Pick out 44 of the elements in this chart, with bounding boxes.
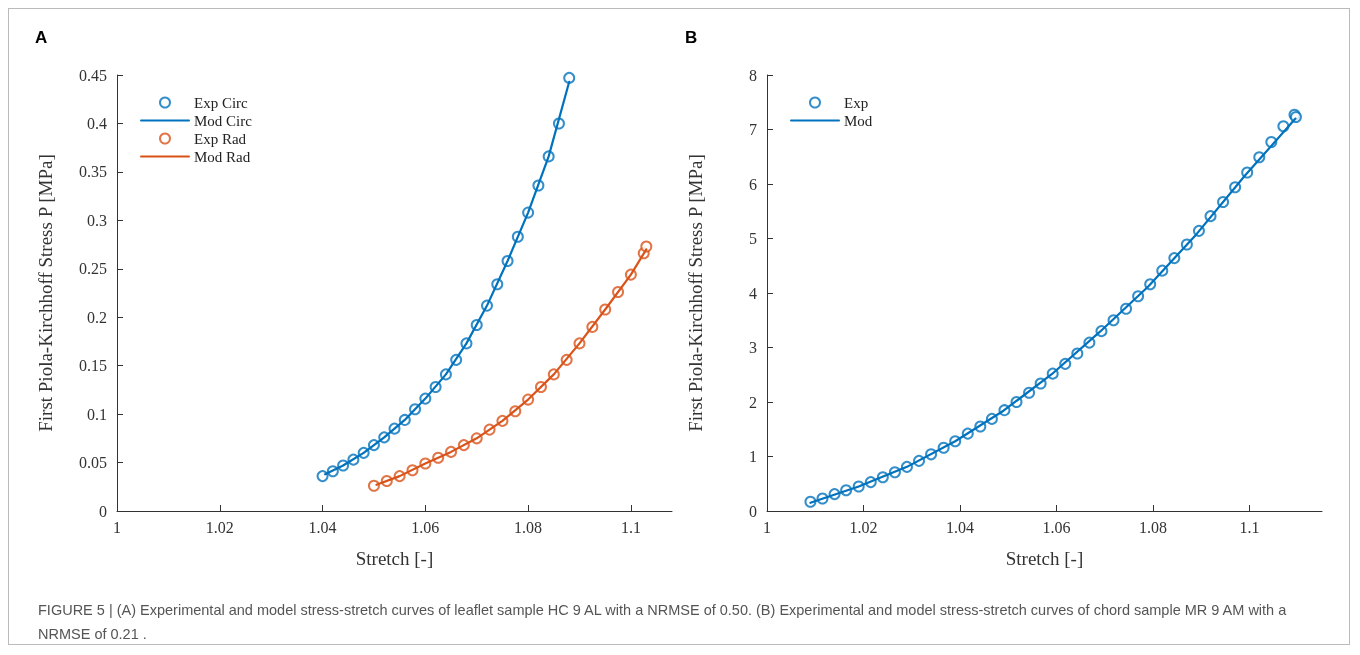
y-tick-label: 0.4 <box>87 114 107 132</box>
x-tick-label: 1 <box>763 518 771 536</box>
x-tick-label: 1.02 <box>849 518 878 536</box>
legend-label: Mod Rad <box>194 148 251 165</box>
x-tick-label: 1.04 <box>946 518 975 536</box>
legend-label: Exp Rad <box>194 130 247 147</box>
x-tick-label: 1.02 <box>205 518 234 536</box>
y-tick-label: 0.05 <box>79 454 107 472</box>
y-tick-label: 8 <box>749 66 757 84</box>
x-tick-label: 1.08 <box>1139 518 1168 536</box>
x-axis-title: Stretch [-] <box>1005 548 1084 569</box>
y-tick-label: 0 <box>749 502 757 520</box>
legend-label: Exp Circ <box>194 94 249 111</box>
y-axis-title: First Piola-Kirchhoff Stress P [MPa] <box>35 154 56 432</box>
y-tick-label: 3 <box>749 339 757 356</box>
y-tick-label: 0.45 <box>79 66 107 84</box>
y-tick-label: 0.35 <box>79 163 107 181</box>
chart-title: B <box>685 28 698 47</box>
legend-label: Mod Circ <box>194 112 253 129</box>
y-tick-label: 6 <box>749 175 757 193</box>
y-tick-label: 0.1 <box>87 405 107 423</box>
x-tick-label: 1.04 <box>308 518 337 536</box>
y-axis-title: First Piola-Kirchhoff Stress P [MPa] <box>685 154 706 432</box>
x-tick-label: 1.08 <box>514 518 543 536</box>
x-tick-label: 1.06 <box>1042 518 1071 536</box>
y-tick-label: 2 <box>749 393 757 411</box>
y-tick-label: 5 <box>749 230 757 247</box>
x-tick-label: 1 <box>113 518 121 536</box>
y-tick-label: 0.15 <box>79 357 107 375</box>
x-tick-label: 1.1 <box>1239 518 1260 536</box>
y-tick-label: 0.3 <box>87 211 107 229</box>
x-tick-label: 1.1 <box>620 518 641 536</box>
chart-title: A <box>35 28 48 47</box>
y-tick-label: 0.2 <box>87 308 107 326</box>
y-tick-label: 7 <box>749 121 757 138</box>
legend-label: Mod <box>844 112 873 129</box>
y-tick-label: 0.25 <box>79 260 107 278</box>
y-tick-label: 0 <box>99 502 107 520</box>
caption: FIGURE 5 | (A) Experimental and model stress-stretch curves of leaflet sample HC 9 AL with a NRMSE of 0.50. (B) Experimental and model stress-stretch curves of chord sample MR 9 AM with a NRMSE of 0.21 . <box>38 601 1288 644</box>
x-tick-label: 1.06 <box>411 518 440 536</box>
x-axis-title: Stretch [-] <box>355 548 434 569</box>
legend-label: Exp <box>844 94 869 111</box>
y-tick-label: 4 <box>749 284 757 302</box>
y-tick-label: 1 <box>749 448 757 465</box>
